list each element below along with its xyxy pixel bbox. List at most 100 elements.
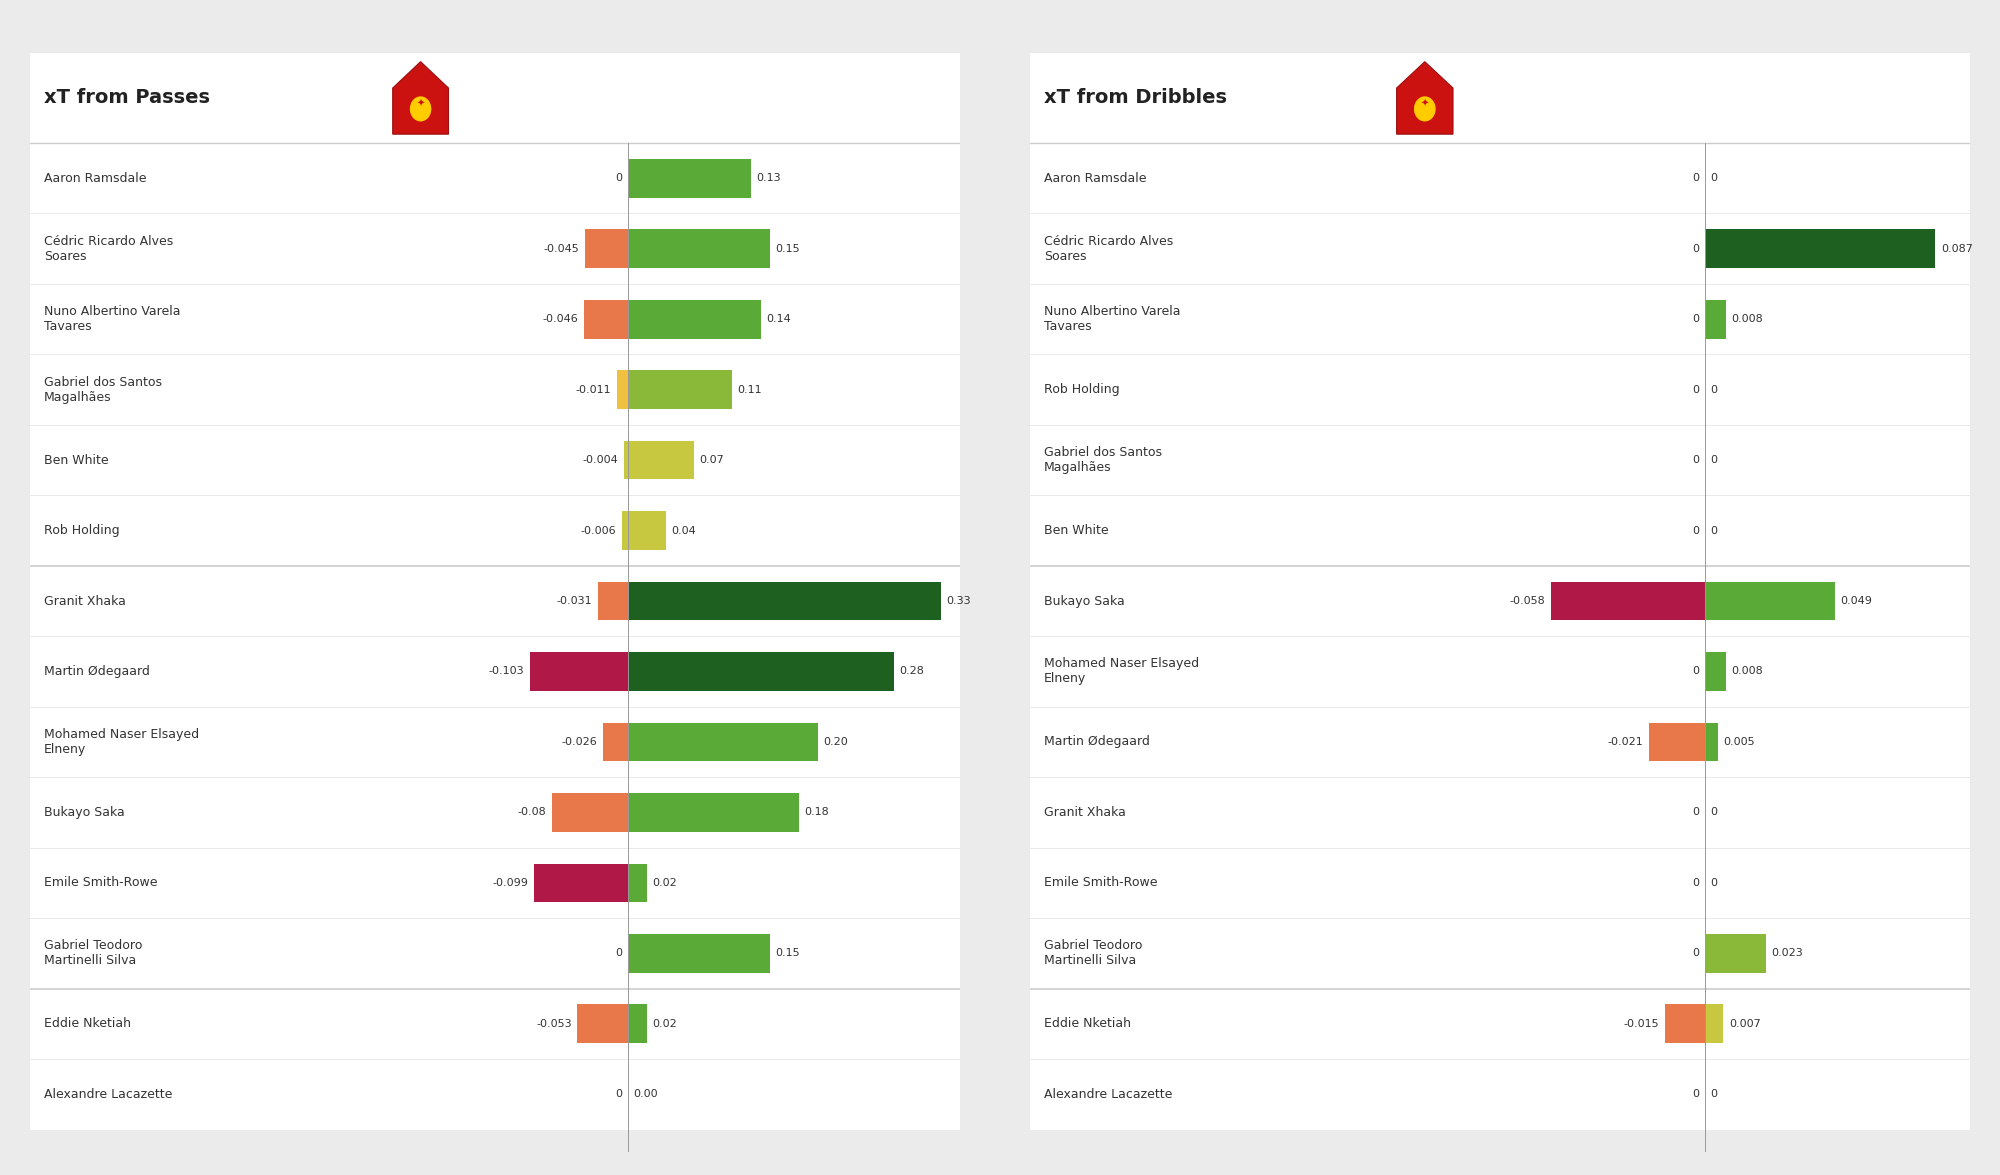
Text: 0: 0 [1692,455,1698,465]
FancyBboxPatch shape [628,159,752,197]
Text: Nuno Albertino Varela
Tavares: Nuno Albertino Varela Tavares [44,306,180,334]
FancyBboxPatch shape [1030,918,1970,988]
Text: Gabriel Teodoro
Martinelli Silva: Gabriel Teodoro Martinelli Silva [44,939,142,967]
Text: ✦: ✦ [1420,99,1428,108]
FancyBboxPatch shape [628,934,770,973]
FancyBboxPatch shape [628,370,732,409]
Text: -0.026: -0.026 [562,737,598,747]
Text: -0.006: -0.006 [580,525,616,536]
Text: Ben White: Ben White [44,454,108,466]
FancyBboxPatch shape [30,143,960,214]
Text: -0.031: -0.031 [556,596,592,606]
Text: xT from Dribbles: xT from Dribbles [1044,88,1228,107]
FancyBboxPatch shape [1030,988,1970,1059]
FancyBboxPatch shape [1030,214,1970,284]
FancyBboxPatch shape [628,229,770,268]
FancyBboxPatch shape [30,1059,960,1129]
Text: Rob Holding: Rob Holding [44,524,120,537]
Circle shape [410,98,430,121]
FancyBboxPatch shape [578,1005,628,1043]
Text: Cédric Ricardo Alves
Soares: Cédric Ricardo Alves Soares [1044,235,1174,263]
FancyBboxPatch shape [584,229,628,268]
Text: 0: 0 [1710,173,1718,183]
Polygon shape [392,61,448,134]
FancyBboxPatch shape [30,53,960,143]
Text: Martin Ødegaard: Martin Ødegaard [44,665,150,678]
Text: 0.20: 0.20 [824,737,848,747]
Text: Eddie Nketiah: Eddie Nketiah [44,1018,130,1030]
FancyBboxPatch shape [30,425,960,496]
Text: 0.007: 0.007 [1728,1019,1760,1029]
FancyBboxPatch shape [628,511,666,550]
Text: Aaron Ramsdale: Aaron Ramsdale [1044,172,1146,184]
FancyBboxPatch shape [30,566,960,636]
FancyBboxPatch shape [1030,355,1970,425]
FancyBboxPatch shape [1704,1005,1724,1043]
Text: Mohamed Naser Elsayed
Elneny: Mohamed Naser Elsayed Elneny [1044,658,1200,685]
FancyBboxPatch shape [30,706,960,777]
Text: -0.103: -0.103 [488,666,524,677]
Text: Bukayo Saka: Bukayo Saka [44,806,124,819]
Text: 0.33: 0.33 [946,596,972,606]
FancyBboxPatch shape [628,652,894,691]
FancyBboxPatch shape [30,284,960,355]
FancyBboxPatch shape [628,723,818,761]
Text: 0.008: 0.008 [1732,314,1764,324]
FancyBboxPatch shape [1030,636,1970,706]
Text: Eddie Nketiah: Eddie Nketiah [1044,1018,1132,1030]
Text: 0: 0 [1692,525,1698,536]
Text: 0.00: 0.00 [634,1089,658,1100]
FancyBboxPatch shape [628,793,798,832]
Text: Martin Ødegaard: Martin Ødegaard [1044,736,1150,748]
FancyBboxPatch shape [1704,582,1834,620]
Text: 0: 0 [1692,384,1698,395]
FancyBboxPatch shape [1030,777,1970,847]
FancyBboxPatch shape [1704,300,1726,338]
Text: 0: 0 [1710,1089,1718,1100]
Text: -0.046: -0.046 [542,314,578,324]
Text: 0: 0 [1692,666,1698,677]
FancyBboxPatch shape [602,723,628,761]
FancyBboxPatch shape [1030,53,1970,143]
Text: 0: 0 [1692,948,1698,959]
FancyBboxPatch shape [618,370,628,409]
Text: Emile Smith-Rowe: Emile Smith-Rowe [44,877,158,889]
Text: 0.008: 0.008 [1732,666,1764,677]
FancyBboxPatch shape [30,636,960,706]
Text: 0.023: 0.023 [1772,948,1804,959]
Text: 0.02: 0.02 [652,1019,676,1029]
FancyBboxPatch shape [30,777,960,847]
FancyBboxPatch shape [1704,723,1718,761]
Text: 0: 0 [1692,878,1698,888]
Text: Nuno Albertino Varela
Tavares: Nuno Albertino Varela Tavares [1044,306,1180,334]
Text: 0.15: 0.15 [776,948,800,959]
FancyBboxPatch shape [30,918,960,988]
Text: 0.13: 0.13 [756,173,782,183]
FancyBboxPatch shape [628,582,942,620]
Circle shape [1414,98,1434,121]
FancyBboxPatch shape [534,864,628,902]
Text: 0: 0 [1692,243,1698,254]
FancyBboxPatch shape [628,864,646,902]
Text: 0: 0 [1692,173,1698,183]
Polygon shape [1396,61,1452,134]
FancyBboxPatch shape [30,847,960,918]
Text: 0: 0 [614,948,622,959]
Text: 0.005: 0.005 [1724,737,1756,747]
Text: 0.15: 0.15 [776,243,800,254]
Text: 0.14: 0.14 [766,314,790,324]
FancyBboxPatch shape [624,441,628,479]
Text: 0: 0 [1692,314,1698,324]
Text: Alexandre Lacazette: Alexandre Lacazette [44,1088,172,1101]
Text: 0: 0 [1710,455,1718,465]
FancyBboxPatch shape [1030,496,1970,566]
Text: Aaron Ramsdale: Aaron Ramsdale [44,172,146,184]
FancyBboxPatch shape [1030,143,1970,214]
Text: Gabriel dos Santos
Magalhães: Gabriel dos Santos Magalhães [1044,446,1162,474]
FancyBboxPatch shape [530,652,628,691]
FancyBboxPatch shape [30,496,960,566]
Text: Ben White: Ben White [1044,524,1108,537]
Text: 0.28: 0.28 [900,666,924,677]
FancyBboxPatch shape [1030,847,1970,918]
Text: Granit Xhaka: Granit Xhaka [1044,806,1126,819]
